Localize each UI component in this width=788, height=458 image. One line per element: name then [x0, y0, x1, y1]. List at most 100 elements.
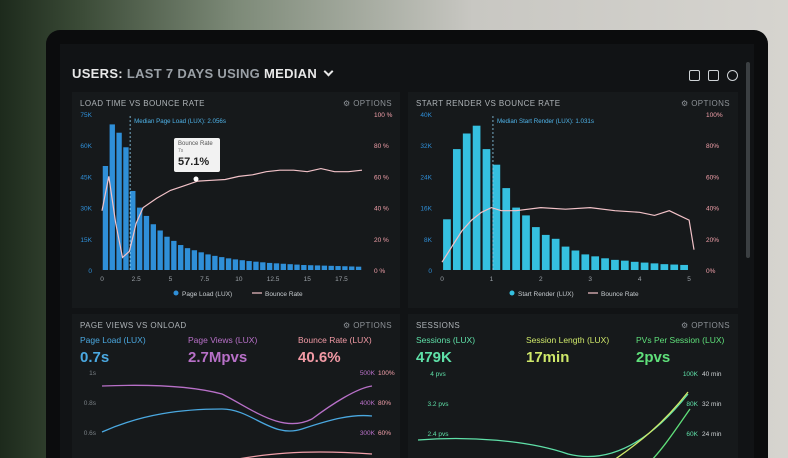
- title-range: LAST 7 DAYS: [126, 66, 214, 81]
- legend-entry: Bounce Rate: [601, 291, 639, 298]
- kpi-session-length-label: Session Length (LUX): [526, 335, 610, 345]
- x-tick: 0: [440, 276, 444, 283]
- bar: [301, 265, 307, 270]
- legend-swatch: [173, 290, 179, 296]
- y-tick-mid: 500K: [360, 370, 376, 377]
- y-tick-right: 60 %: [374, 174, 389, 181]
- bar: [541, 234, 550, 270]
- bar: [670, 264, 679, 270]
- y-tick-left: 3.2 pvs: [428, 401, 450, 408]
- bar: [116, 132, 122, 270]
- legend-entry: Page Load (LUX): [182, 291, 232, 298]
- y-tick-right: 0%: [706, 268, 716, 275]
- y-tick-right: 40 %: [374, 206, 389, 213]
- options-label: OPTIONS: [353, 99, 392, 108]
- x-tick: 7.5: [200, 276, 209, 283]
- y-tick-mid: 100K: [683, 371, 699, 378]
- bar: [650, 263, 659, 270]
- bar: [601, 258, 609, 270]
- kpi-page-views-value: 2.7Mpvs: [188, 349, 248, 366]
- kpi-pvs-label: PVs Per Session (LUX): [636, 335, 725, 345]
- title-using: USING: [217, 66, 261, 81]
- y-tick-mid: 60K: [686, 431, 698, 438]
- scrollbar[interactable]: [746, 62, 750, 258]
- y-tick-right: 80 %: [374, 143, 389, 150]
- x-tick: 5: [687, 276, 691, 283]
- bar: [212, 255, 218, 270]
- panel-title: SESSIONS: [416, 321, 461, 330]
- bar: [640, 262, 649, 270]
- bar: [178, 245, 184, 270]
- x-tick: 15: [304, 276, 312, 283]
- bar: [308, 265, 314, 270]
- options-label: OPTIONS: [691, 99, 730, 108]
- start-render-panel: START RENDER VS BOUNCE RATE ⚙ OPTIONS 40…: [408, 92, 738, 308]
- chevron-down-icon[interactable]: [323, 66, 334, 77]
- page-views-line: [101, 384, 373, 425]
- bar: [443, 219, 451, 270]
- bounce-line: [239, 451, 373, 458]
- y-tick-left: 15K: [80, 237, 92, 244]
- start-render-chart: 40K 32K 24K 16K 8K 0 100% 80% 60% 40% 20% 0% 0 1 2 3 4 5 M…: [420, 112, 723, 298]
- y-tick-left: 32K: [420, 143, 432, 150]
- page-title[interactable]: USERS: LAST 7 DAYS USING MEDIAN: [72, 66, 334, 81]
- bar: [314, 265, 321, 270]
- bar: [355, 266, 362, 270]
- legend-entry: Start Render (LUX): [518, 291, 574, 298]
- y-tick-left: 0: [88, 268, 92, 275]
- x-tick: 12.5: [267, 276, 280, 283]
- share-icon[interactable]: [708, 70, 719, 81]
- y-tick-right: 60%: [706, 174, 719, 181]
- bar: [164, 236, 170, 270]
- bar: [522, 215, 530, 270]
- panel-title: PAGE VIEWS VS ONLOAD: [80, 321, 187, 330]
- x-tick: 2.5: [132, 276, 141, 283]
- legend-entry: Bounce Rate: [265, 291, 303, 298]
- y-tick-left: 0.6s: [84, 430, 97, 437]
- median-label: Median Page Load (LUX): 2.056s: [134, 118, 226, 125]
- bar: [472, 125, 481, 270]
- bar: [492, 164, 501, 270]
- monitor-icon[interactable]: [689, 70, 700, 81]
- y-tick-right: 100%: [706, 112, 723, 119]
- y-tick-right: 100%: [378, 370, 395, 377]
- bar: [273, 263, 280, 270]
- y-tick-right: 80%: [378, 400, 391, 407]
- bar: [198, 252, 204, 270]
- y-tick-right: 40 min: [702, 371, 722, 378]
- kpi-page-load-value: 0.7s: [80, 349, 110, 366]
- y-tick-right: 100 %: [374, 112, 393, 119]
- median-label: Median Start Render (LUX): 1.031s: [497, 118, 594, 125]
- page-views-panel: PAGE VIEWS VS ONLOAD ⚙ OPTIONS Page Load…: [72, 314, 400, 458]
- bar: [328, 265, 334, 270]
- y-tick-left: 2.4 pvs: [428, 431, 450, 438]
- options-label: OPTIONS: [353, 321, 392, 330]
- bar: [260, 262, 266, 270]
- legend-swatch: [509, 290, 515, 296]
- options-button[interactable]: ⚙ OPTIONS: [680, 99, 730, 108]
- bar: [239, 260, 245, 270]
- pvs-line: [652, 408, 691, 458]
- y-tick-left: 1s: [89, 370, 97, 377]
- y-tick-right: 24 min: [702, 431, 722, 438]
- bar: [620, 260, 629, 270]
- x-tick: 3: [588, 276, 592, 283]
- title-stat: MEDIAN: [263, 66, 318, 81]
- options-button[interactable]: ⚙ OPTIONS: [680, 321, 730, 330]
- y-tick-left: 4 pvs: [430, 371, 446, 378]
- options-button[interactable]: ⚙ OPTIONS: [342, 321, 392, 330]
- bar: [561, 246, 570, 270]
- y-tick-right: 60%: [378, 430, 391, 437]
- tooltip-label: Bounce Rate: [178, 141, 213, 147]
- y-tick-left: 60K: [80, 143, 92, 150]
- options-button[interactable]: ⚙ OPTIONS: [342, 99, 392, 108]
- y-tick-right: 20 %: [374, 237, 389, 244]
- bar: [551, 238, 560, 270]
- x-tick: 0: [100, 276, 104, 283]
- y-tick-left: 45K: [80, 174, 92, 181]
- help-icon[interactable]: [727, 70, 738, 81]
- bar: [219, 257, 225, 270]
- y-tick-mid: 400K: [360, 400, 376, 407]
- bar: [246, 261, 252, 270]
- y-tick-right: 0 %: [374, 268, 385, 275]
